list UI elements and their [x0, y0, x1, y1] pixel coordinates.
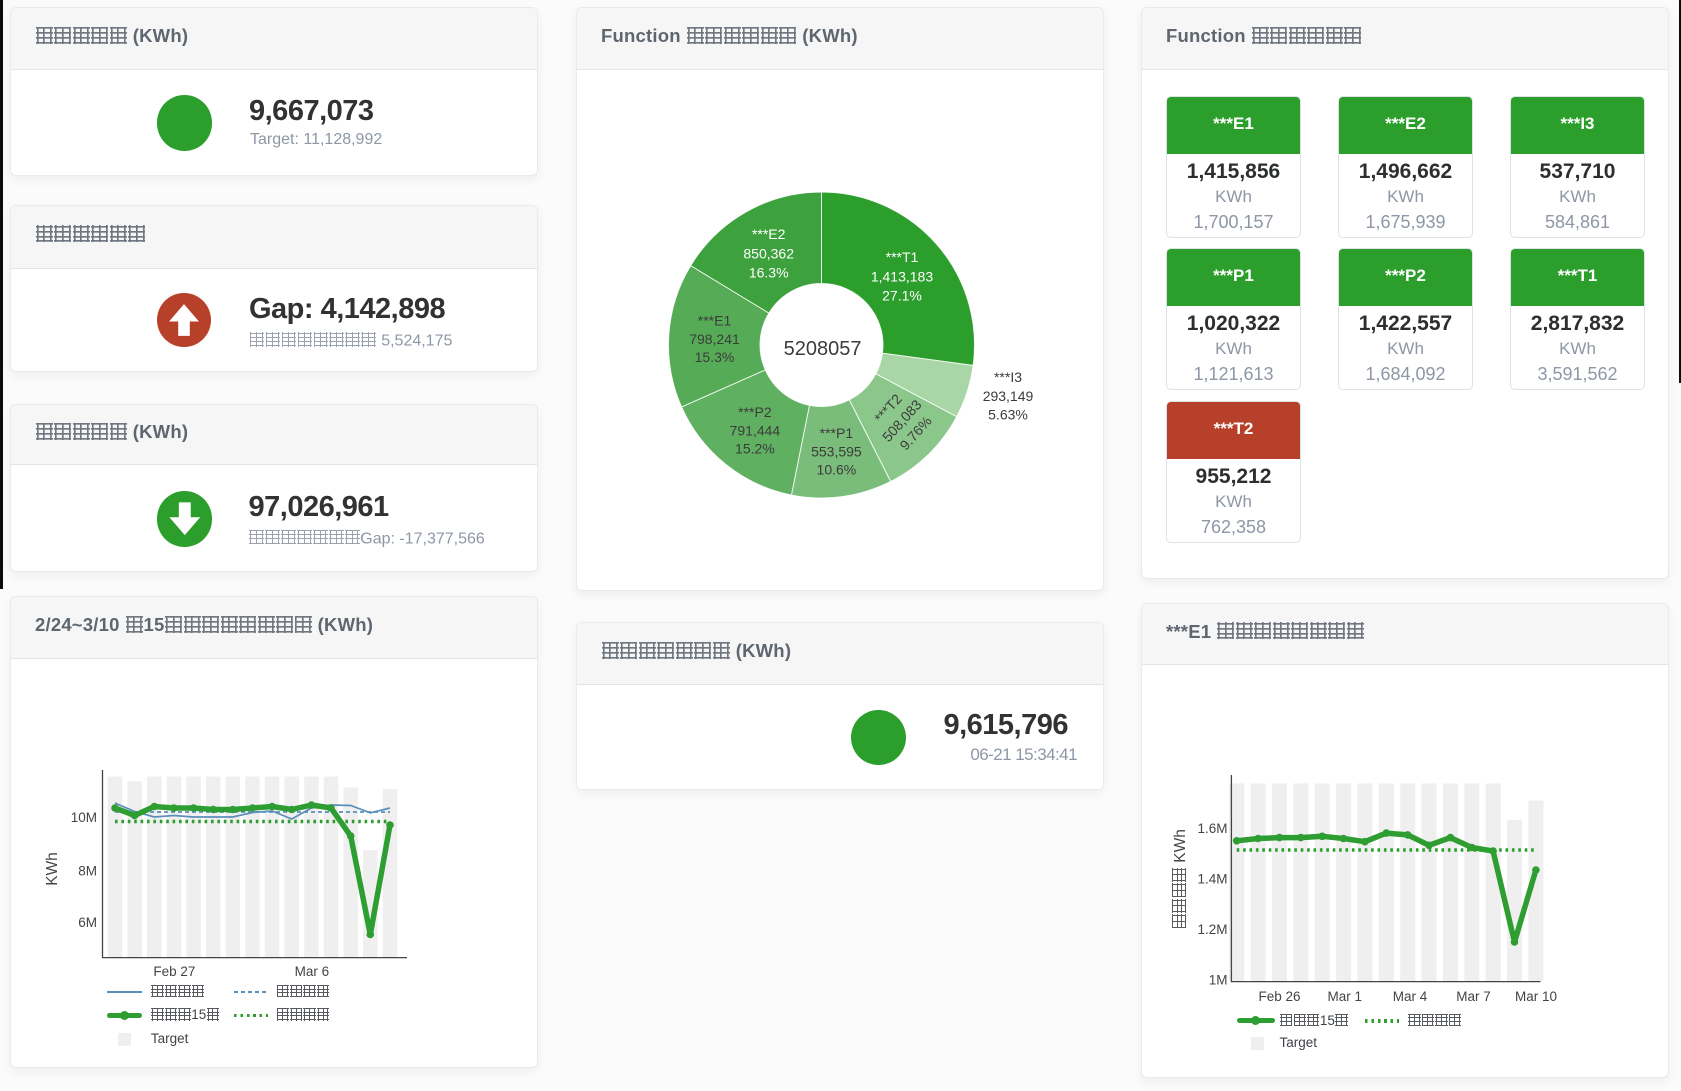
- svg-text:***T1: ***T1: [886, 249, 919, 265]
- svg-text:***E2: ***E2: [752, 226, 786, 242]
- svg-text:10.6%: 10.6%: [817, 462, 857, 478]
- svg-text:1.6M: 1.6M: [1197, 821, 1227, 836]
- svg-text:1.4M: 1.4M: [1197, 872, 1227, 887]
- svg-text:10M: 10M: [71, 810, 97, 825]
- svg-text:15.3%: 15.3%: [695, 349, 735, 365]
- svg-text:Feb 27: Feb 27: [153, 964, 195, 979]
- svg-text:Mar 6: Mar 6: [295, 964, 330, 979]
- svg-text:***P1: ***P1: [820, 425, 854, 441]
- svg-text:791,444: 791,444: [730, 423, 781, 439]
- svg-text:Mar 7: Mar 7: [1456, 989, 1491, 1004]
- svg-text:798,241: 798,241: [689, 331, 740, 347]
- svg-text:8M: 8M: [78, 863, 97, 878]
- svg-text:5208057: 5208057: [784, 338, 862, 360]
- svg-text:293,149: 293,149: [983, 388, 1034, 404]
- svg-text:***P2: ***P2: [738, 404, 772, 420]
- svg-text:553,595: 553,595: [811, 444, 862, 460]
- svg-text:15.2%: 15.2%: [735, 441, 775, 457]
- svg-text:***E1: ***E1: [698, 313, 732, 329]
- svg-text:Mar 4: Mar 4: [1393, 989, 1428, 1004]
- svg-text:850,362: 850,362: [743, 246, 794, 262]
- svg-text:1.2M: 1.2M: [1197, 922, 1227, 937]
- svg-text:6M: 6M: [78, 915, 97, 930]
- svg-text:Feb 26: Feb 26: [1258, 989, 1300, 1004]
- svg-text:16.3%: 16.3%: [749, 265, 789, 281]
- svg-text:5.63%: 5.63%: [988, 407, 1028, 423]
- svg-text:Mar 10: Mar 10: [1515, 989, 1557, 1004]
- svg-text:27.1%: 27.1%: [882, 288, 922, 304]
- svg-text:KWh: KWh: [44, 852, 61, 886]
- svg-text:***I3: ***I3: [994, 369, 1022, 385]
- svg-text:1,413,183: 1,413,183: [871, 269, 933, 285]
- svg-text:Mar 1: Mar 1: [1328, 989, 1363, 1004]
- svg-text:1M: 1M: [1209, 972, 1228, 987]
